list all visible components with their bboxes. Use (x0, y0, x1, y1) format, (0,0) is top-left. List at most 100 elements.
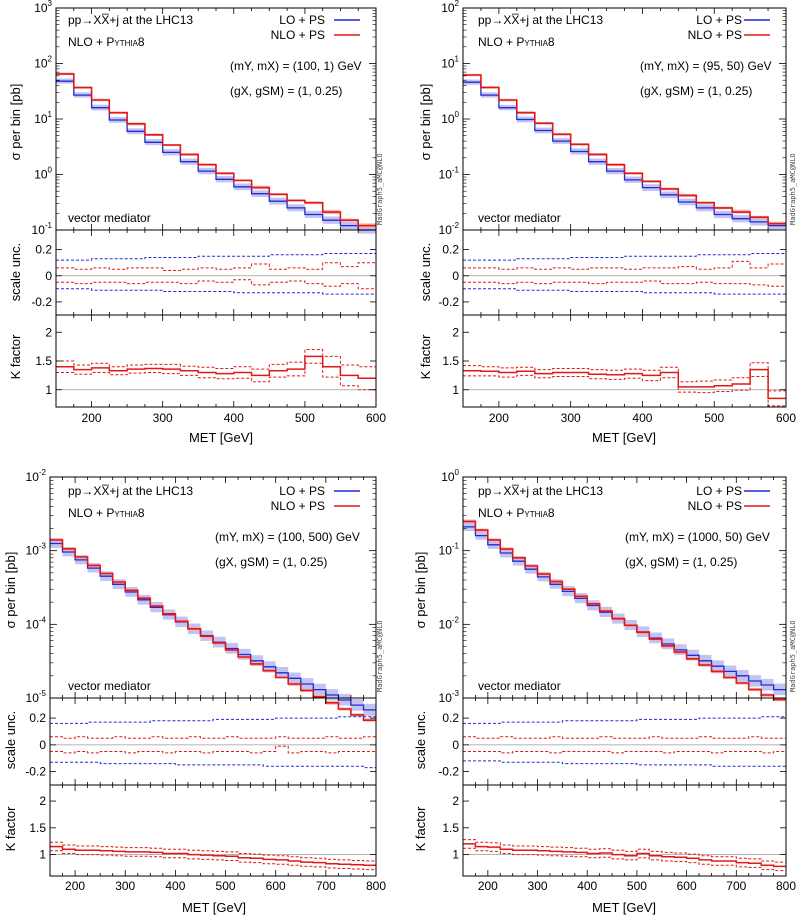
y-tick-label: -0.2 (31, 295, 52, 309)
y-tick-label: 1 (452, 383, 459, 397)
k-factor-up-line (463, 839, 786, 863)
chart-marks: 200 300 400 500 600 10-1 100 101 102 103 0.2 0 -0.2 1… (31, 0, 386, 425)
mass-params-label: (mY, mX) = (100, 500) GeV (215, 530, 360, 544)
xlabel: MET [GeV] (592, 430, 656, 445)
mass-params-label: (mY, mX) = (100, 1) GeV (230, 59, 362, 73)
ylabel-scale: scale unc. (8, 243, 23, 302)
x-tick-label: 300 (115, 879, 135, 893)
pythia-label: Pythia8 (106, 35, 145, 49)
legend-lo-label: LO + PS (279, 13, 325, 27)
nlo-ps-line (463, 520, 786, 701)
y-tick-label: 2 (45, 325, 52, 339)
y-tick-label: 100 (441, 468, 459, 484)
couplings-label: (gX, gSM) = (1, 0.25) (215, 555, 327, 569)
k-frame (49, 784, 377, 877)
y-tick-label: 10-2 (439, 221, 460, 237)
y-tick-label: 10-1 (439, 542, 460, 558)
scale-unc-lo-up-line (50, 716, 376, 724)
ylabel-main: σ per bin [pb] (3, 552, 18, 629)
y-tick-label: 0 (45, 269, 52, 283)
y-tick-label: 1.5 (35, 354, 52, 368)
y-tick-label: 1.5 (29, 821, 46, 835)
x-tick-label: 600 (266, 879, 286, 893)
x-tick-label: 300 (153, 411, 173, 425)
y-tick-label: 10-5 (26, 689, 47, 705)
nlo-band-bar (275, 675, 289, 678)
k-factor-down-line (463, 847, 786, 872)
y-tick-label: -0.2 (25, 765, 46, 779)
watermark-label: MadGraph5_aMC@NLO (376, 153, 384, 225)
k-frame (462, 314, 787, 408)
y-tick-label: 2 (452, 325, 459, 339)
panel-top-right: 200 300 400 500 600 10-2 10-1 100 101 102 0.2 0 -0.2… (418, 0, 797, 445)
ylabel-k: K factor (8, 334, 23, 379)
couplings-label: (gX, gSM) = (1, 0.25) (230, 84, 342, 98)
x-tick-label: 500 (216, 879, 236, 893)
scale-frame (49, 697, 377, 786)
legend-nlo-label: NLO + PS (688, 499, 742, 513)
legend-nlo-label: NLO + PS (271, 28, 325, 42)
scale-unc-nlo-down-line (56, 279, 376, 290)
y-tick-label: 0 (39, 738, 46, 752)
mediator-label: vector mediator (68, 679, 151, 693)
shower-label: NLO + Pythia8 (68, 506, 145, 520)
y-tick-label: 0.2 (29, 711, 46, 725)
scale-unc-nlo-down-line (463, 751, 786, 754)
y-tick-label: 0.2 (35, 243, 52, 257)
y-tick-label: 102 (34, 55, 52, 71)
y-tick-label: 100 (34, 166, 52, 182)
y-tick-label: 2 (452, 794, 459, 808)
y-tick-label: 1 (39, 848, 46, 862)
shower-label: NLO + Pythia8 (478, 506, 555, 520)
x-tick-label: 400 (632, 411, 652, 425)
scale-unc-nlo-up-line (463, 260, 786, 270)
shower-label: NLO + Pythia8 (68, 35, 145, 49)
y-tick-label: -0.2 (438, 765, 459, 779)
k-factor-line (463, 368, 786, 400)
ylabel-scale: scale unc. (418, 243, 433, 302)
x-tick-label: 500 (295, 411, 315, 425)
scale-unc-nlo-down-line (50, 745, 376, 754)
legend-lo-label: LO + PS (696, 13, 742, 27)
legend-nlo-label: NLO + PS (688, 28, 742, 42)
nlo-ps-line (56, 73, 376, 227)
xlabel: MET [GeV] (189, 430, 253, 445)
shower-label: NLO + Pythia8 (478, 35, 555, 49)
chart-marks: 200 300 400 500 600 10-2 10-1 100 101 102 0.2 0 -0.2… (438, 0, 796, 425)
x-tick-label: 600 (677, 879, 697, 893)
pythia-label: Pythia8 (106, 506, 145, 520)
ylabel-scale: scale unc. (413, 711, 428, 770)
k-factor-up-line (56, 349, 376, 370)
y-tick-label: 1.5 (442, 354, 459, 368)
x-tick-label: 500 (704, 411, 724, 425)
scale-unc-lo-down-line (463, 760, 786, 767)
mediator-label: vector mediator (68, 211, 151, 225)
y-tick-label: 10-3 (26, 542, 47, 558)
y-tick-label: 100 (441, 110, 459, 126)
x-tick-label: 600 (366, 411, 386, 425)
panel-bottom-left: 200 300 400 500 600 700 800 10-5 10-4 10-3 10-2 0.2… (3, 468, 386, 915)
scale-unc-nlo-down-line (463, 280, 786, 287)
ylabel-main: σ per bin [pb] (418, 84, 433, 161)
mass-params-label: (mY, mX) = (95, 50) GeV (640, 59, 772, 73)
y-tick-label: 10-3 (439, 689, 460, 705)
chart-marks: 200 300 400 500 600 700 800 10-5 10-4 10-3 10-2 0.2… (25, 468, 386, 893)
scale-unc-lo-down-line (50, 761, 376, 769)
lo-ps-line (56, 80, 376, 231)
ylabel-k: K factor (418, 334, 433, 379)
ylabel-k: K factor (3, 806, 18, 851)
y-tick-label: 10-2 (439, 615, 460, 631)
watermark-label: MadGraph5_aMC@NLO (789, 153, 797, 225)
scale-unc-nlo-up-line (50, 736, 376, 739)
x-tick-label: 400 (224, 411, 244, 425)
scale-frame (462, 697, 787, 786)
k-factor-down-line (463, 374, 786, 407)
k-factor-line (50, 845, 376, 867)
mass-params-label: (mY, mX) = (1000, 50) GeV (625, 530, 770, 544)
x-tick-label: 800 (776, 879, 796, 893)
ylabel-main: σ per bin [pb] (8, 84, 23, 161)
legend-lo-label: LO + PS (279, 484, 325, 498)
y-tick-label: 103 (34, 0, 52, 15)
y-tick-label: 1 (45, 383, 52, 397)
x-tick-label: 400 (577, 879, 597, 893)
